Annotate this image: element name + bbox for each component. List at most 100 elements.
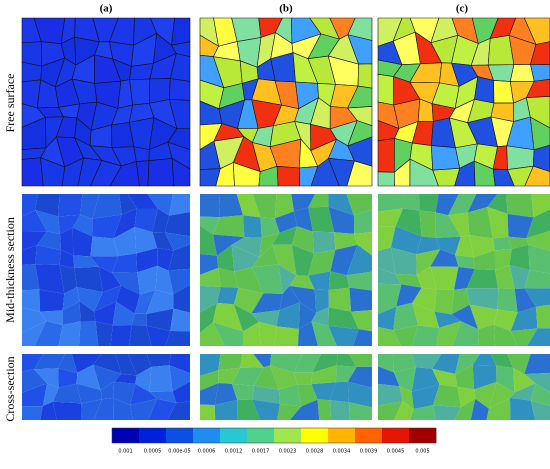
grain <box>308 271 331 291</box>
grain <box>395 273 422 288</box>
row-label: Mid-thickness section <box>3 217 17 323</box>
grain <box>274 211 298 233</box>
panel-image <box>21 17 191 187</box>
grain <box>510 306 538 332</box>
grain <box>312 231 336 254</box>
grain <box>35 264 65 294</box>
grain <box>22 264 40 291</box>
colorbar-label: 0.0017 <box>252 449 270 455</box>
grain <box>112 253 138 273</box>
grain <box>34 368 59 388</box>
grain <box>94 285 122 312</box>
grain <box>212 215 245 238</box>
grain <box>73 255 99 269</box>
grain <box>486 397 511 420</box>
colorbar: 0.001 0.0005 0.00e-05 0.0006 0.0012 0.0017 0.0… <box>111 427 437 455</box>
grain <box>416 266 437 290</box>
grain <box>536 304 550 329</box>
grain <box>269 365 298 390</box>
panel-image <box>378 194 550 346</box>
grain <box>472 354 497 366</box>
grain <box>35 194 60 217</box>
grain <box>217 287 239 305</box>
grain <box>169 365 190 392</box>
grain <box>169 354 190 374</box>
grain <box>452 321 479 346</box>
grain <box>291 244 314 276</box>
grain <box>200 354 221 376</box>
grain <box>297 384 318 407</box>
colorbar-segment <box>355 428 383 443</box>
grain <box>492 236 512 251</box>
grain <box>231 383 254 400</box>
grain <box>411 354 442 369</box>
grain <box>469 304 498 330</box>
grain <box>349 287 372 312</box>
grain <box>530 64 550 82</box>
grain <box>524 288 550 307</box>
grain <box>93 364 122 391</box>
panel-image <box>378 354 550 420</box>
grain <box>470 398 489 420</box>
grain <box>353 209 372 234</box>
colorbar-label: 0.001 <box>118 449 132 455</box>
grain <box>474 76 495 104</box>
grain <box>455 364 475 390</box>
grain <box>35 245 62 265</box>
grain <box>487 206 509 239</box>
grain <box>494 309 518 332</box>
grain <box>72 227 93 257</box>
grain <box>243 215 262 238</box>
grain <box>113 208 137 239</box>
grain <box>168 268 190 295</box>
grain <box>529 116 550 151</box>
grain <box>353 329 372 346</box>
grain <box>524 269 550 289</box>
grain <box>62 287 80 311</box>
panels <box>21 17 550 420</box>
grain <box>412 325 440 346</box>
grain <box>378 326 402 346</box>
grain <box>136 248 158 273</box>
grain <box>509 265 530 289</box>
grain <box>231 244 260 272</box>
grain <box>311 382 336 401</box>
grain <box>22 354 44 372</box>
grain <box>134 208 158 233</box>
grain <box>329 381 349 403</box>
colorbar-segment <box>112 428 140 443</box>
grain <box>22 231 48 251</box>
grain <box>269 354 302 373</box>
grain <box>216 244 235 272</box>
grain <box>377 171 395 187</box>
grain <box>448 212 470 237</box>
colorbar-segment <box>328 428 356 443</box>
grain <box>411 384 440 409</box>
grain <box>34 354 65 370</box>
grain <box>115 354 137 376</box>
colorbar-segment <box>274 428 302 443</box>
grain <box>390 247 417 276</box>
grain <box>347 381 372 408</box>
grain <box>328 194 354 216</box>
panel-image <box>199 17 373 187</box>
grain <box>129 78 151 106</box>
grain <box>152 232 174 251</box>
grain <box>525 78 550 99</box>
grain <box>200 302 218 334</box>
grain <box>253 365 279 390</box>
panel-image <box>22 194 190 346</box>
grain <box>76 364 101 391</box>
grain <box>530 41 550 66</box>
grain <box>212 234 245 256</box>
grain <box>472 364 497 390</box>
grain <box>60 227 74 256</box>
grain <box>487 194 508 214</box>
grain <box>130 398 157 420</box>
grain <box>289 399 320 420</box>
colorbar-label: 0.0012 <box>225 449 243 455</box>
grain <box>524 354 550 375</box>
colorbar-label: 0.0028 <box>306 449 324 455</box>
grain <box>148 398 177 420</box>
colorbar-segment <box>139 428 167 443</box>
